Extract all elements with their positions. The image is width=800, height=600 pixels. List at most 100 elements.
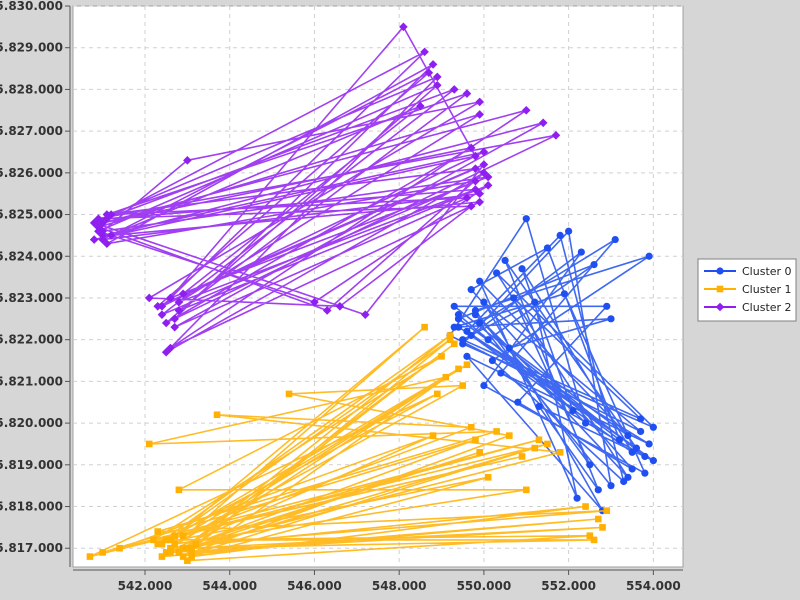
cluster-1-point [518, 453, 526, 460]
legend: Cluster 0 Cluster 1 Cluster 2 [697, 258, 797, 322]
cluster-2-point [322, 306, 332, 315]
cluster-0-point [641, 469, 649, 477]
cluster-1-point [586, 532, 594, 540]
cluster-0-point [637, 427, 645, 436]
cluster-2-line [93, 26, 557, 354]
cluster-1-point [582, 503, 589, 510]
cluster-0-point [535, 402, 543, 411]
cluster-2-point [416, 101, 425, 111]
x-tick-label: 542.000 [118, 579, 173, 593]
cluster-0-point [497, 369, 505, 377]
cluster-1-point [459, 382, 467, 389]
cluster-1-point [285, 390, 293, 398]
y-tick-label: 5.826.000 [0, 166, 63, 180]
cluster-0-point [560, 290, 568, 298]
y-tick-label: 5.829.000 [0, 41, 63, 55]
cluster-1-point [184, 544, 191, 552]
cluster-2-point [157, 310, 167, 319]
cluster-0-point [459, 336, 467, 344]
cluster-0-point [628, 465, 636, 473]
cluster-2-point [170, 314, 179, 324]
cluster-2-point [428, 60, 438, 69]
cluster-2-point [310, 297, 319, 307]
cluster-1-point [179, 544, 187, 552]
cluster-0-point [522, 215, 530, 223]
cluster-2-point [479, 147, 489, 157]
cluster-2-point [475, 97, 484, 107]
cluster-2-point [89, 235, 99, 244]
cluster-2-point [335, 302, 345, 311]
cluster-1-point [603, 507, 611, 514]
cluster-2-point [471, 176, 480, 186]
cluster-0-point [493, 269, 501, 277]
cluster-1-point [493, 428, 500, 435]
cluster-2-series [89, 22, 561, 357]
cluster-2-point [475, 197, 484, 207]
x-tick-label: 554.000 [626, 579, 681, 593]
cluster-1-point [213, 411, 221, 419]
cluster-2-point [551, 131, 561, 140]
y-tick-label: 5.827.000 [0, 124, 63, 138]
cluster-2-point [89, 218, 99, 228]
cluster-1-point [434, 390, 441, 398]
cluster-1-point [522, 486, 530, 494]
cluster-0-point [556, 231, 564, 240]
cluster-0-point [476, 277, 484, 285]
cluster-2-point [178, 289, 188, 299]
cluster-1-point [421, 323, 428, 331]
x-axis-ticks: 542.000 544.000 546.000 548.000 550.000 552.0… [118, 570, 681, 593]
cluster-2-point [102, 210, 112, 219]
y-tick-label: 5.820.000 [0, 416, 63, 430]
cluster-0-point [454, 311, 463, 319]
cluster-1-point [535, 436, 543, 444]
cluster-1-point [179, 553, 187, 560]
cluster-0-point [607, 315, 615, 323]
cluster-1-point [446, 332, 454, 339]
x-tick-label: 546.000 [287, 579, 342, 593]
cluster-2-point [153, 302, 163, 311]
cluster-0-point [649, 423, 657, 431]
cluster-2-point [475, 110, 484, 119]
cluster-0-point [488, 356, 496, 365]
series-layer [86, 22, 657, 565]
cluster-2-point [462, 193, 472, 203]
cluster-1-point [590, 536, 598, 544]
y-tick-label: 5.825.000 [0, 208, 63, 222]
cluster-2-point [174, 306, 184, 315]
cluster-0-point [450, 323, 458, 331]
cluster-1-point [484, 474, 492, 481]
cluster-2-point [98, 235, 107, 244]
cluster-2-point [433, 72, 442, 82]
cluster-0-point [649, 457, 657, 465]
cluster-2-point [360, 310, 370, 319]
y-tick-label: 5.819.000 [0, 458, 63, 472]
cluster-1-point [162, 549, 170, 556]
cluster-0-point [594, 486, 602, 494]
cluster-0-point [450, 302, 458, 310]
cluster-2-point [479, 160, 489, 169]
cluster-2-point [166, 293, 175, 303]
cluster-1-point [154, 528, 162, 535]
x-tick-label: 548.000 [372, 579, 427, 593]
legend-marker-cluster-1 [716, 285, 724, 293]
cluster-1-point [171, 540, 178, 548]
x-tick-label: 552.000 [541, 579, 596, 593]
cluster-1-point [175, 549, 183, 556]
cluster-2-point [471, 185, 480, 194]
cluster-1-point [154, 540, 162, 548]
cluster-1-point [167, 536, 174, 544]
cluster-1-point [476, 448, 483, 456]
cluster-0-point [514, 398, 522, 406]
cluster-1-point [531, 444, 539, 452]
legend-label: Cluster 1 [742, 283, 792, 296]
cluster-2-point [462, 89, 472, 98]
cluster-2-point [424, 68, 434, 78]
cluster-1-point [472, 436, 479, 444]
y-tick-label: 5.817.000 [0, 541, 63, 555]
cluster-0-point [620, 477, 628, 486]
y-tick-label: 5.824.000 [0, 249, 63, 263]
cluster-0-point [484, 336, 492, 344]
cluster-0-point [611, 235, 619, 244]
cluster-1-point [116, 544, 123, 552]
cluster-0-point [463, 352, 471, 360]
